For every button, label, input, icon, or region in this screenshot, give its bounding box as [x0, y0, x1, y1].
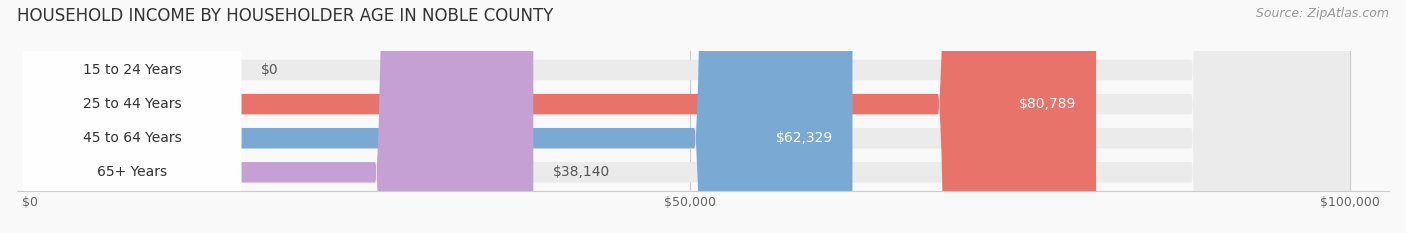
FancyBboxPatch shape — [24, 0, 242, 233]
Text: $62,329: $62,329 — [776, 131, 832, 145]
Text: 15 to 24 Years: 15 to 24 Years — [83, 63, 181, 77]
FancyBboxPatch shape — [30, 0, 1097, 233]
Text: 25 to 44 Years: 25 to 44 Years — [83, 97, 181, 111]
Text: $38,140: $38,140 — [553, 165, 610, 179]
FancyBboxPatch shape — [24, 0, 242, 233]
Text: Source: ZipAtlas.com: Source: ZipAtlas.com — [1256, 7, 1389, 20]
Text: $0: $0 — [262, 63, 278, 77]
FancyBboxPatch shape — [24, 0, 242, 233]
FancyBboxPatch shape — [30, 0, 1350, 233]
Text: 65+ Years: 65+ Years — [97, 165, 167, 179]
FancyBboxPatch shape — [30, 0, 1350, 233]
Text: $80,789: $80,789 — [1019, 97, 1076, 111]
FancyBboxPatch shape — [30, 0, 1350, 233]
FancyBboxPatch shape — [24, 0, 242, 233]
Text: HOUSEHOLD INCOME BY HOUSEHOLDER AGE IN NOBLE COUNTY: HOUSEHOLD INCOME BY HOUSEHOLDER AGE IN N… — [17, 7, 553, 25]
FancyBboxPatch shape — [30, 0, 1350, 233]
Text: 45 to 64 Years: 45 to 64 Years — [83, 131, 181, 145]
FancyBboxPatch shape — [30, 0, 533, 233]
FancyBboxPatch shape — [30, 0, 852, 233]
